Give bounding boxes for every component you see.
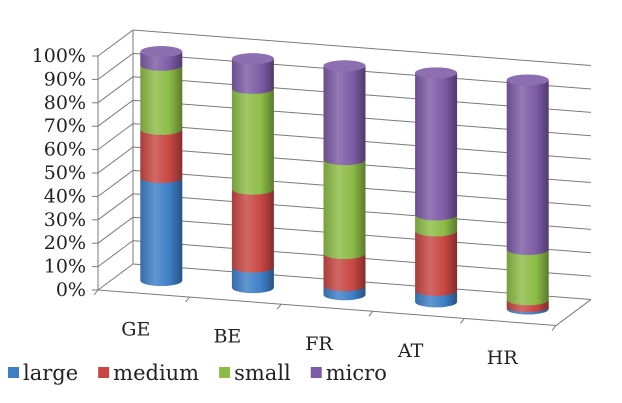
bar-segment-large <box>140 177 183 287</box>
bar-segment-small <box>323 159 366 260</box>
x-category-label: FR <box>305 333 333 355</box>
bar-segment-small <box>231 88 274 195</box>
legend-swatch <box>219 367 231 378</box>
x-category-label: HR <box>487 347 519 369</box>
legend-label: large <box>23 361 78 385</box>
bar-segment-medium <box>415 230 458 296</box>
bar-top-cap <box>415 67 458 79</box>
back-gridline <box>132 29 592 67</box>
side-gridline <box>97 76 134 104</box>
side-gridline <box>97 146 134 174</box>
y-tick-labels: 0%10%20%30%40%50%60%70%80%90%100% <box>32 45 86 301</box>
x-category-labels: GE BE FR AT HR <box>121 319 518 369</box>
side-gridline <box>97 216 134 244</box>
y-tick-label: 100% <box>32 45 86 67</box>
bar-segment-small <box>415 214 458 237</box>
bar-segment-medium <box>323 253 366 292</box>
y-tick-label: 30% <box>44 209 86 231</box>
y-tick-label: 40% <box>44 185 86 207</box>
x-category-label: BE <box>213 326 241 348</box>
x-axis-tick <box>368 311 374 317</box>
legend-label: small <box>234 361 291 385</box>
x-category-label: AT <box>397 340 424 362</box>
legend-label: micro <box>326 361 387 385</box>
y-tick-label: 0% <box>56 279 86 301</box>
bar-stacks <box>140 46 549 315</box>
bar-segment-micro <box>415 72 458 221</box>
side-gridline <box>97 29 134 57</box>
bar-stack-be <box>231 53 274 294</box>
y-tick-label: 80% <box>44 92 86 114</box>
bar-segment-large <box>231 267 274 294</box>
bar-stack-hr <box>506 74 549 315</box>
bar-segment-micro <box>323 65 366 166</box>
bar-top-cap <box>506 74 549 86</box>
side-gridline <box>97 193 134 221</box>
y-tick-label: 10% <box>44 256 86 278</box>
y-tick-label: 60% <box>44 139 86 161</box>
bar-top-cap <box>140 46 183 58</box>
side-gridline <box>97 123 134 151</box>
bar-segment-micro <box>231 58 274 94</box>
legend-item-small: small <box>219 361 291 385</box>
bar-segment-micro <box>506 79 549 255</box>
side-gridline <box>97 263 134 291</box>
legend-swatch <box>310 367 322 378</box>
legend-label: medium <box>113 361 199 385</box>
legend-swatch <box>98 367 110 378</box>
legend-item-medium: medium <box>98 361 199 385</box>
side-gridline <box>97 240 134 268</box>
bar-segment-micro <box>140 51 183 71</box>
legend-item-large: large <box>8 361 78 385</box>
x-axis-tick <box>551 325 557 331</box>
bar-segment-small <box>140 65 183 135</box>
bar-top-cap <box>231 53 274 65</box>
y-tick-label: 50% <box>44 162 86 184</box>
legend: large medium small micro <box>8 361 387 385</box>
legend-item-micro: micro <box>310 361 387 385</box>
x-axis-tick <box>460 318 465 324</box>
y-tick-label: 20% <box>44 232 86 254</box>
y-tick-label: 90% <box>44 68 86 90</box>
floor-front-edge <box>97 289 557 327</box>
y-tick-label: 70% <box>44 115 86 137</box>
bar-segment-medium <box>140 129 183 184</box>
side-gridline <box>97 169 134 197</box>
x-axis-tick <box>93 289 99 296</box>
bar-stack-at <box>415 67 458 308</box>
bar-stack-fr <box>323 60 366 301</box>
bar-stack-ge <box>140 46 183 287</box>
x-axis-tick <box>276 303 282 310</box>
floor-right-edge <box>555 299 592 326</box>
side-gridline <box>97 52 134 80</box>
legend-swatch <box>8 367 19 378</box>
x-category-label: GE <box>121 319 150 341</box>
x-axis-tick <box>185 296 190 303</box>
bar-top-cap <box>323 60 366 72</box>
axes <box>92 30 592 331</box>
bar-segment-small <box>506 249 549 306</box>
side-gridline <box>97 99 134 127</box>
bar-segment-medium <box>231 189 274 273</box>
